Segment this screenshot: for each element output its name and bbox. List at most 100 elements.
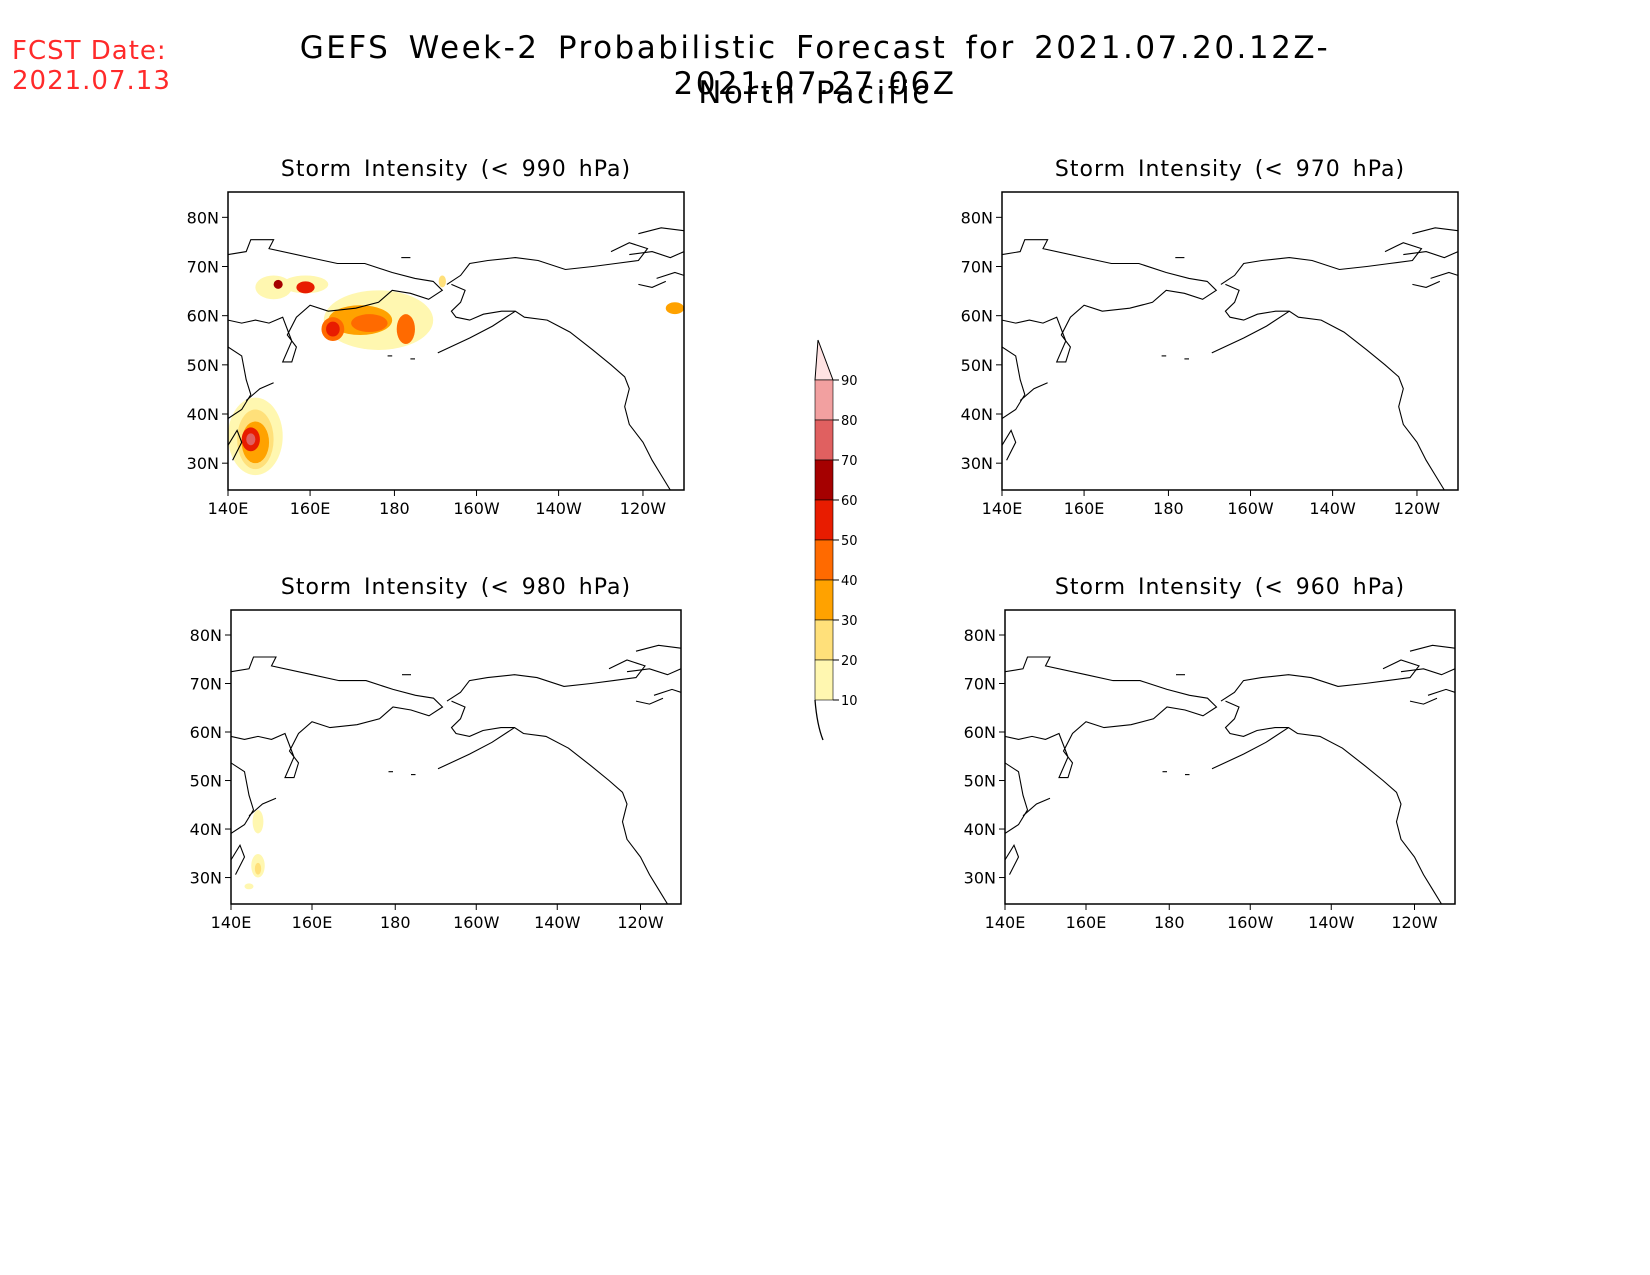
lon-tick-label: 180 [380, 913, 411, 932]
map-frame [1001, 191, 1459, 491]
coastline-segment [450, 283, 671, 490]
lon-tick-label: 160W [1227, 499, 1274, 518]
forecast-date-label: FCST Date: [12, 36, 167, 66]
panel-title: Storm Intensity (< 970 hPa) [1055, 157, 1405, 182]
lat-tick-label: 70N [190, 675, 222, 694]
lon-tick-label: 140E [985, 913, 1026, 932]
coastline [1002, 227, 1458, 490]
panel-title: Storm Intensity (< 990 hPa) [281, 157, 631, 182]
lon-tick-label: 180 [1154, 913, 1185, 932]
page-title: GEFS Week-2 Probabilistic Forecast for 2… [299, 30, 1331, 102]
coastline-segment [245, 382, 274, 402]
colorbar-swatch [814, 659, 834, 701]
coastline-segment [1430, 271, 1458, 279]
lat-tick-label: 30N [964, 869, 996, 888]
lat-tick-label: 70N [187, 258, 219, 277]
probability-contour [255, 275, 292, 300]
coastline [1005, 644, 1455, 904]
colorbar-tick-label: 20 [841, 654, 858, 669]
coastline-segment [437, 727, 515, 770]
coastline-segment [1211, 310, 1290, 354]
lon-tick-label: 120W [617, 913, 664, 932]
lat-tick-label: 30N [961, 454, 993, 473]
coastline-segment [446, 242, 649, 285]
lat-tick-label: 50N [964, 772, 996, 791]
coastline-segment [638, 280, 667, 288]
map-panel-p970: Storm Intensity (< 970 hPa) 140E 160E 180 16… [961, 157, 1459, 518]
coastline-segment [635, 697, 664, 705]
probability-contour [296, 281, 315, 294]
lat-tick-label: 60N [187, 307, 219, 326]
lat-tick-label: 80N [961, 208, 993, 227]
colorbar-swatch [814, 459, 834, 501]
lat-tick-label: 30N [187, 454, 219, 473]
lon-tick-label: 140W [534, 913, 581, 932]
lon-tick-label: 140W [535, 499, 582, 518]
lat-tick-label: 80N [190, 626, 222, 645]
colorbar-tick-label: 40 [841, 574, 858, 589]
lon-tick-label: 160W [453, 499, 500, 518]
lon-tick-label: 180 [379, 499, 410, 518]
coastline-segment [1019, 382, 1048, 402]
map-panel-p990: Storm Intensity (< 990 hPa) 140E 160E 180 16… [187, 157, 685, 518]
coastline-segment [1211, 727, 1289, 770]
probability-contour [252, 809, 264, 834]
coastline-segment [1412, 227, 1458, 235]
colorbar-tick-label: 80 [841, 414, 858, 429]
lon-tick-label: 120W [1394, 499, 1441, 518]
lat-tick-label: 60N [190, 723, 222, 742]
lon-tick-label: 120W [620, 499, 667, 518]
lon-tick-label: 140E [982, 499, 1023, 518]
lon-tick-label: 160E [290, 499, 331, 518]
map-panel-p980: Storm Intensity (< 980 hPa) 140E 160E 180 16… [190, 575, 682, 932]
colorbar-tick-label: 90 [841, 374, 858, 389]
lat-tick-label: 60N [961, 307, 993, 326]
coastline-segment [248, 797, 277, 817]
coastline-segment [231, 762, 255, 834]
coastline-segment [653, 688, 681, 696]
lat-tick-label: 40N [964, 820, 996, 839]
map-panel-p960: Storm Intensity (< 960 hPa) 140E 160E 180 16… [964, 575, 1456, 932]
page-subtitle: North Pacific [698, 75, 932, 111]
coastline-segment [446, 659, 646, 702]
forecast-date-value: 2021.07.13 [12, 66, 171, 96]
coastline-segment [228, 429, 243, 461]
lat-tick-label: 30N [190, 869, 222, 888]
probability-shading [228, 275, 684, 476]
lat-tick-label: 80N [187, 208, 219, 227]
map-frame [230, 609, 682, 905]
map-frame [1004, 609, 1456, 905]
coastline-segment [626, 668, 681, 676]
lon-tick-label: 140E [211, 913, 252, 932]
lat-tick-label: 60N [964, 723, 996, 742]
colorbar-swatch [814, 579, 834, 621]
coastline-segment [450, 700, 668, 904]
probability-contour [244, 883, 254, 890]
colorbar-swatch [814, 419, 834, 461]
probability-contour [254, 862, 262, 875]
colorbar-swatch [814, 499, 834, 541]
colorbar-tick-label: 60 [841, 494, 858, 509]
probability-contour [351, 314, 388, 333]
forecast-date-block: FCST Date: 2021.07.13 [12, 36, 171, 96]
coastline-segment [1400, 668, 1455, 676]
coastline-segment [1005, 656, 1218, 779]
lon-tick-label: 160E [1066, 913, 1107, 932]
probability-contour [246, 433, 256, 446]
lat-tick-label: 40N [187, 405, 219, 424]
lat-tick-label: 40N [190, 820, 222, 839]
colorbar-tick-label: 30 [841, 614, 858, 629]
coastline-segment [1220, 659, 1420, 702]
colorbar-swatch [814, 619, 834, 661]
lat-tick-label: 70N [964, 675, 996, 694]
coastline-segment [1022, 797, 1051, 817]
coastline-segment [1427, 688, 1455, 696]
lat-tick-label: 50N [187, 356, 219, 375]
coastline-segment [1412, 280, 1441, 288]
lon-tick-label: 160W [453, 913, 500, 932]
lat-tick-label: 40N [961, 405, 993, 424]
probability-contour [438, 275, 446, 288]
lat-tick-label: 80N [964, 626, 996, 645]
lat-tick-label: 70N [961, 258, 993, 277]
coastline-segment [1409, 644, 1455, 652]
